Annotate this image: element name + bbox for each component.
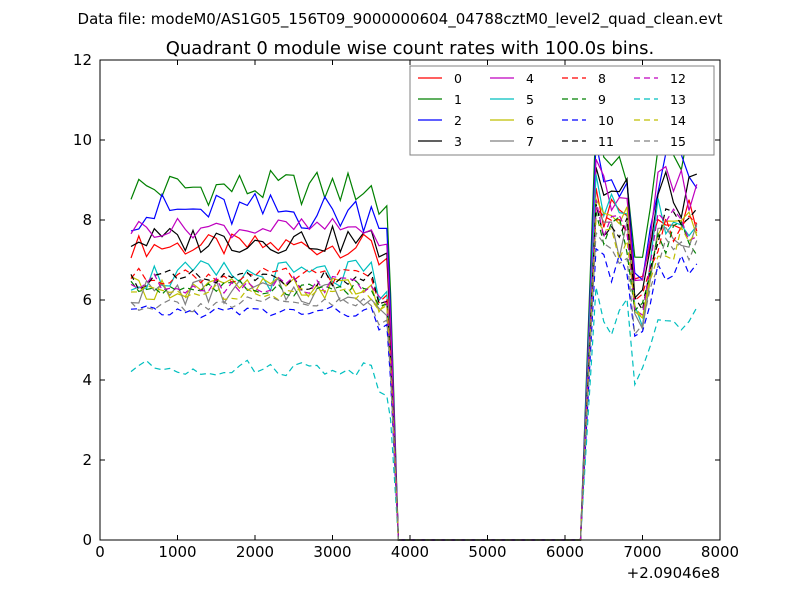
x-tick-label: 6000 [546,543,584,561]
series-line-13 [130,287,698,541]
y-tick-label: 4 [82,371,92,389]
axis-ticks: 0 1000 2000 3000 4000 5000 6000 7000 80000246810… [73,51,739,561]
x-tick-label: 8000 [701,543,739,561]
y-tick-label: 6 [82,291,92,309]
y-tick-label: 2 [82,451,92,469]
x-tick-label: 0 [95,543,105,561]
plot-frame [99,59,721,541]
y-tick-label: 12 [73,51,92,69]
legend-label-12: 12 [670,71,686,86]
legend-label-8: 8 [598,71,606,86]
series-line-4 [130,158,698,541]
legend-label-10: 10 [598,113,614,128]
y-tick-label: 0 [82,531,92,549]
legend-label-6: 6 [526,113,534,128]
y-tick-label: 10 [73,131,92,149]
y-tick-label: 8 [82,211,92,229]
series-line-12 [130,199,698,541]
legend-label-7: 7 [526,134,534,149]
series-line-2 [130,142,698,541]
series-line-15 [130,231,698,541]
x-tick-label: 1000 [158,543,196,561]
series-line-14 [130,218,698,541]
x-tick-label: 2000 [236,543,274,561]
legend-label-14: 14 [670,113,686,128]
x-tick-label: 5000 [468,543,506,561]
chart-suptitle: Data file: modeM0/AS1G05_156T09_90000006… [78,10,723,29]
legend-label-9: 9 [598,92,606,107]
legend-frame [409,65,715,156]
x-tick-label: 7000 [623,543,661,561]
x-tick-label: 4000 [391,543,429,561]
series-line-9 [130,211,698,541]
chart-title: Quadrant 0 module wise count rates with … [166,38,655,59]
legend-label-13: 13 [670,92,686,107]
legend-label-15: 15 [670,134,686,149]
legend-label-0: 0 [454,71,462,86]
x-tick-label: 3000 [313,543,351,561]
legend-label-11: 11 [598,134,614,149]
legend-label-4: 4 [526,71,534,86]
legend-label-3: 3 [454,134,462,149]
legend-label-5: 5 [526,92,534,107]
x-offset-label: +2.09046e8 [627,564,720,582]
legend-label-2: 2 [454,113,462,128]
series-layer [130,117,698,541]
legend-label-1: 1 [454,92,462,107]
series-line-10 [130,247,698,541]
